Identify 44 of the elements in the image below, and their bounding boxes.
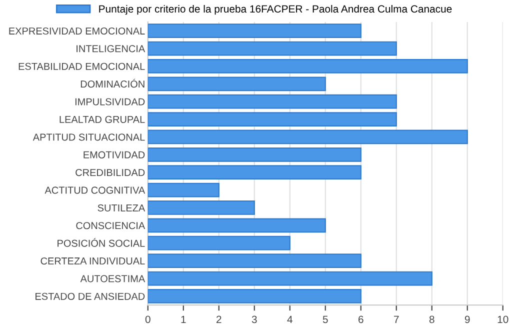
y-tick-label: SUTILEZA: [98, 204, 146, 212]
y-tick-label: LEALTAD GRUPAL: [60, 116, 145, 123]
y-tick-label: INTELIGENCIA: [76, 45, 146, 52]
y-tick-label: DOMINACIÓN: [80, 78, 144, 88]
bar: [148, 24, 362, 38]
x-tick-label: 10: [498, 316, 508, 324]
x-tick-label: 8: [429, 316, 434, 324]
y-tick-label: APTITUD SITUACIONAL: [32, 134, 145, 141]
x-tick-label: 4: [287, 316, 292, 324]
x-tick-label: 2: [216, 316, 222, 324]
y-tick-label: CREDIBILIDAD: [76, 168, 145, 176]
bar: [148, 271, 432, 286]
x-tick-label: 7: [394, 316, 399, 324]
x-tick-label: 6: [358, 316, 364, 324]
x-tick-label: 3: [252, 316, 257, 324]
bar: [148, 254, 362, 268]
bar: [148, 130, 468, 144]
bar: [148, 59, 468, 74]
bar: [148, 147, 362, 162]
x-tick-label: 1: [181, 316, 186, 324]
y-tick-label: ESTABILIDAD EMOCIONAL: [18, 62, 145, 70]
y-tick-label: CERTEZA INDIVIDUAL: [40, 257, 145, 265]
x-tick-label: 5: [322, 316, 328, 324]
y-tick-label: ESTADO DE ANSIEDAD: [36, 292, 145, 300]
y-tick-label: POSICIÓN SOCIAL: [58, 238, 145, 247]
bar: [148, 289, 362, 304]
bar: [148, 76, 326, 92]
bar: [148, 236, 290, 250]
bar: [148, 165, 362, 180]
y-tick-label: AUTOESTIMA: [80, 275, 146, 282]
y-tick-label: ACTITUD COGNITIVA: [44, 186, 146, 194]
bar: [148, 41, 397, 56]
y-tick-label: IMPULSIVIDAD: [75, 98, 145, 106]
legend-label: Puntaje por criterio de la prueba 16FACPER - Paola Andrea Culma Canacue: [99, 4, 452, 15]
x-tick-label: 9: [464, 316, 470, 324]
bar: [148, 218, 326, 233]
y-tick-label: EXPRESIVIDAD EMOCIONAL: [9, 27, 145, 35]
bar: [148, 182, 220, 198]
y-tick-label: EMOTIVIDAD: [84, 151, 145, 158]
bar: [148, 94, 397, 109]
bar: [148, 200, 255, 215]
y-tick-label: CONSCIENCIA: [76, 222, 146, 230]
bar: [148, 112, 397, 126]
x-tick-label: 0: [145, 316, 150, 324]
